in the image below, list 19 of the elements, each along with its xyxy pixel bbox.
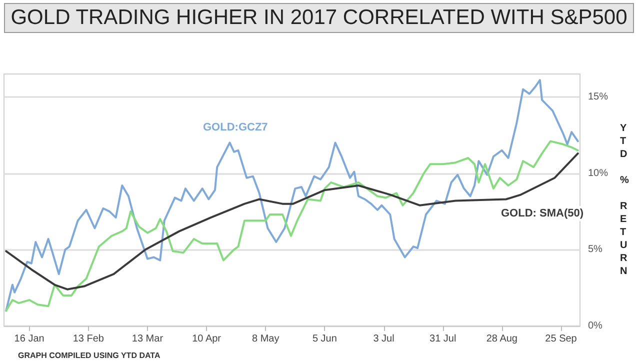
x-tick-label: 13 Mar <box>132 334 164 344</box>
y-tick-label: 15% <box>588 91 608 102</box>
series-label: GOLD: SMA(50) <box>501 208 584 220</box>
y-tick-label: 5% <box>588 244 603 256</box>
x-tick-label: 13 Feb <box>72 334 104 344</box>
x-tick-label: 8 May <box>252 334 280 344</box>
text: GRAPH COMPILED USING YTD DATA <box>18 351 160 360</box>
x-tick-label: 16 Jan <box>14 334 44 344</box>
text: YTD % RETURN <box>620 123 629 277</box>
x-tick-label: 10 Apr <box>192 334 222 344</box>
x-tick-label: 3 Jul <box>373 334 394 344</box>
x-tick-label: 25 Sep <box>545 334 578 344</box>
x-tick-label: 5 Jun <box>312 334 337 344</box>
series-label: GOLD:GCZ7 <box>203 122 268 134</box>
chart-title: GOLD TRADING HIGHER IN 2017 CORRELATED WITH S&P500 <box>4 3 634 33</box>
y-tick-label: 0% <box>588 320 603 332</box>
x-tick-label: 31 Jul <box>430 334 456 344</box>
x-tick-label: 28 Aug <box>486 334 518 344</box>
y-tick-label: 10% <box>588 168 608 179</box>
